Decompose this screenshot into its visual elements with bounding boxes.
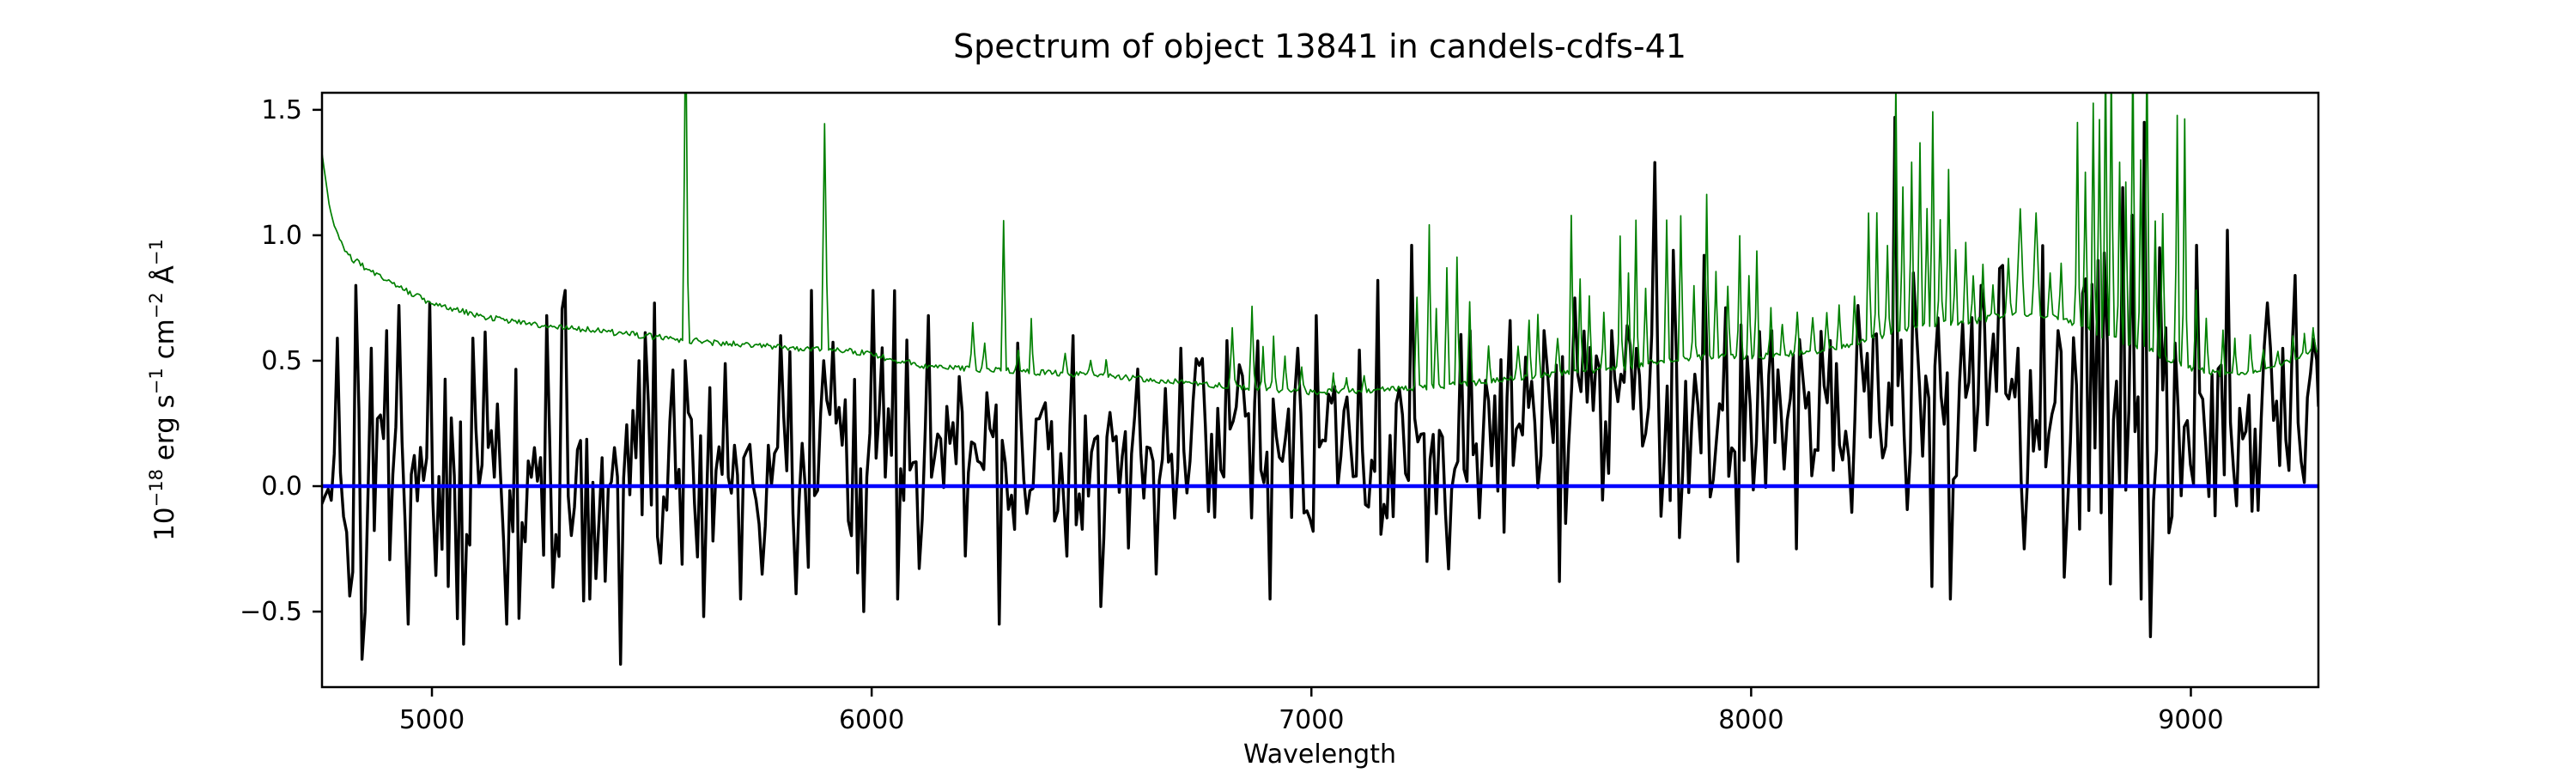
y-axis-label-text: Å <box>149 265 180 292</box>
y-tick-label: 1.0 <box>261 221 302 251</box>
y-axis-label-superscript: −2 <box>146 292 167 319</box>
axes-ticks: 5000 6000 7000 8000 9000 1.5 1.0 0.5 0.0 −0.5 <box>240 95 2224 735</box>
x-tick-label: 7000 <box>1279 705 1344 735</box>
plot-area <box>322 93 2318 666</box>
y-axis-label-superscript: −1 <box>146 239 167 265</box>
y-axis-label-text: 10 <box>149 507 180 540</box>
y-tick-label: 0.5 <box>261 346 302 376</box>
x-tick-label: 9000 <box>2158 705 2223 735</box>
x-tick-label: 6000 <box>839 705 904 735</box>
y-tick-label: −0.5 <box>240 597 302 627</box>
y-axis-label-text: cm <box>149 319 180 368</box>
plot-border <box>320 91 2320 689</box>
y-tick-label: 1.5 <box>261 95 302 125</box>
y-axis-label-superscript: −1 <box>146 368 167 394</box>
y-axis-label-superscript: −18 <box>146 469 167 507</box>
y-tick-label: 0.0 <box>261 472 302 502</box>
flux-spectrum-line <box>322 115 2318 666</box>
x-tick-label: 8000 <box>1718 705 1783 735</box>
y-axis-label: 10−18 erg s−1 cm−2 Å−1 <box>146 239 180 541</box>
x-tick-label: 5000 <box>399 705 465 735</box>
plot-title: Spectrum of object 13841 in candels-cdfs… <box>953 27 1686 65</box>
y-axis-label-text: erg s <box>149 394 180 469</box>
x-axis-label: Wavelength <box>1243 740 1396 770</box>
sky-noise-line <box>322 93 2318 396</box>
